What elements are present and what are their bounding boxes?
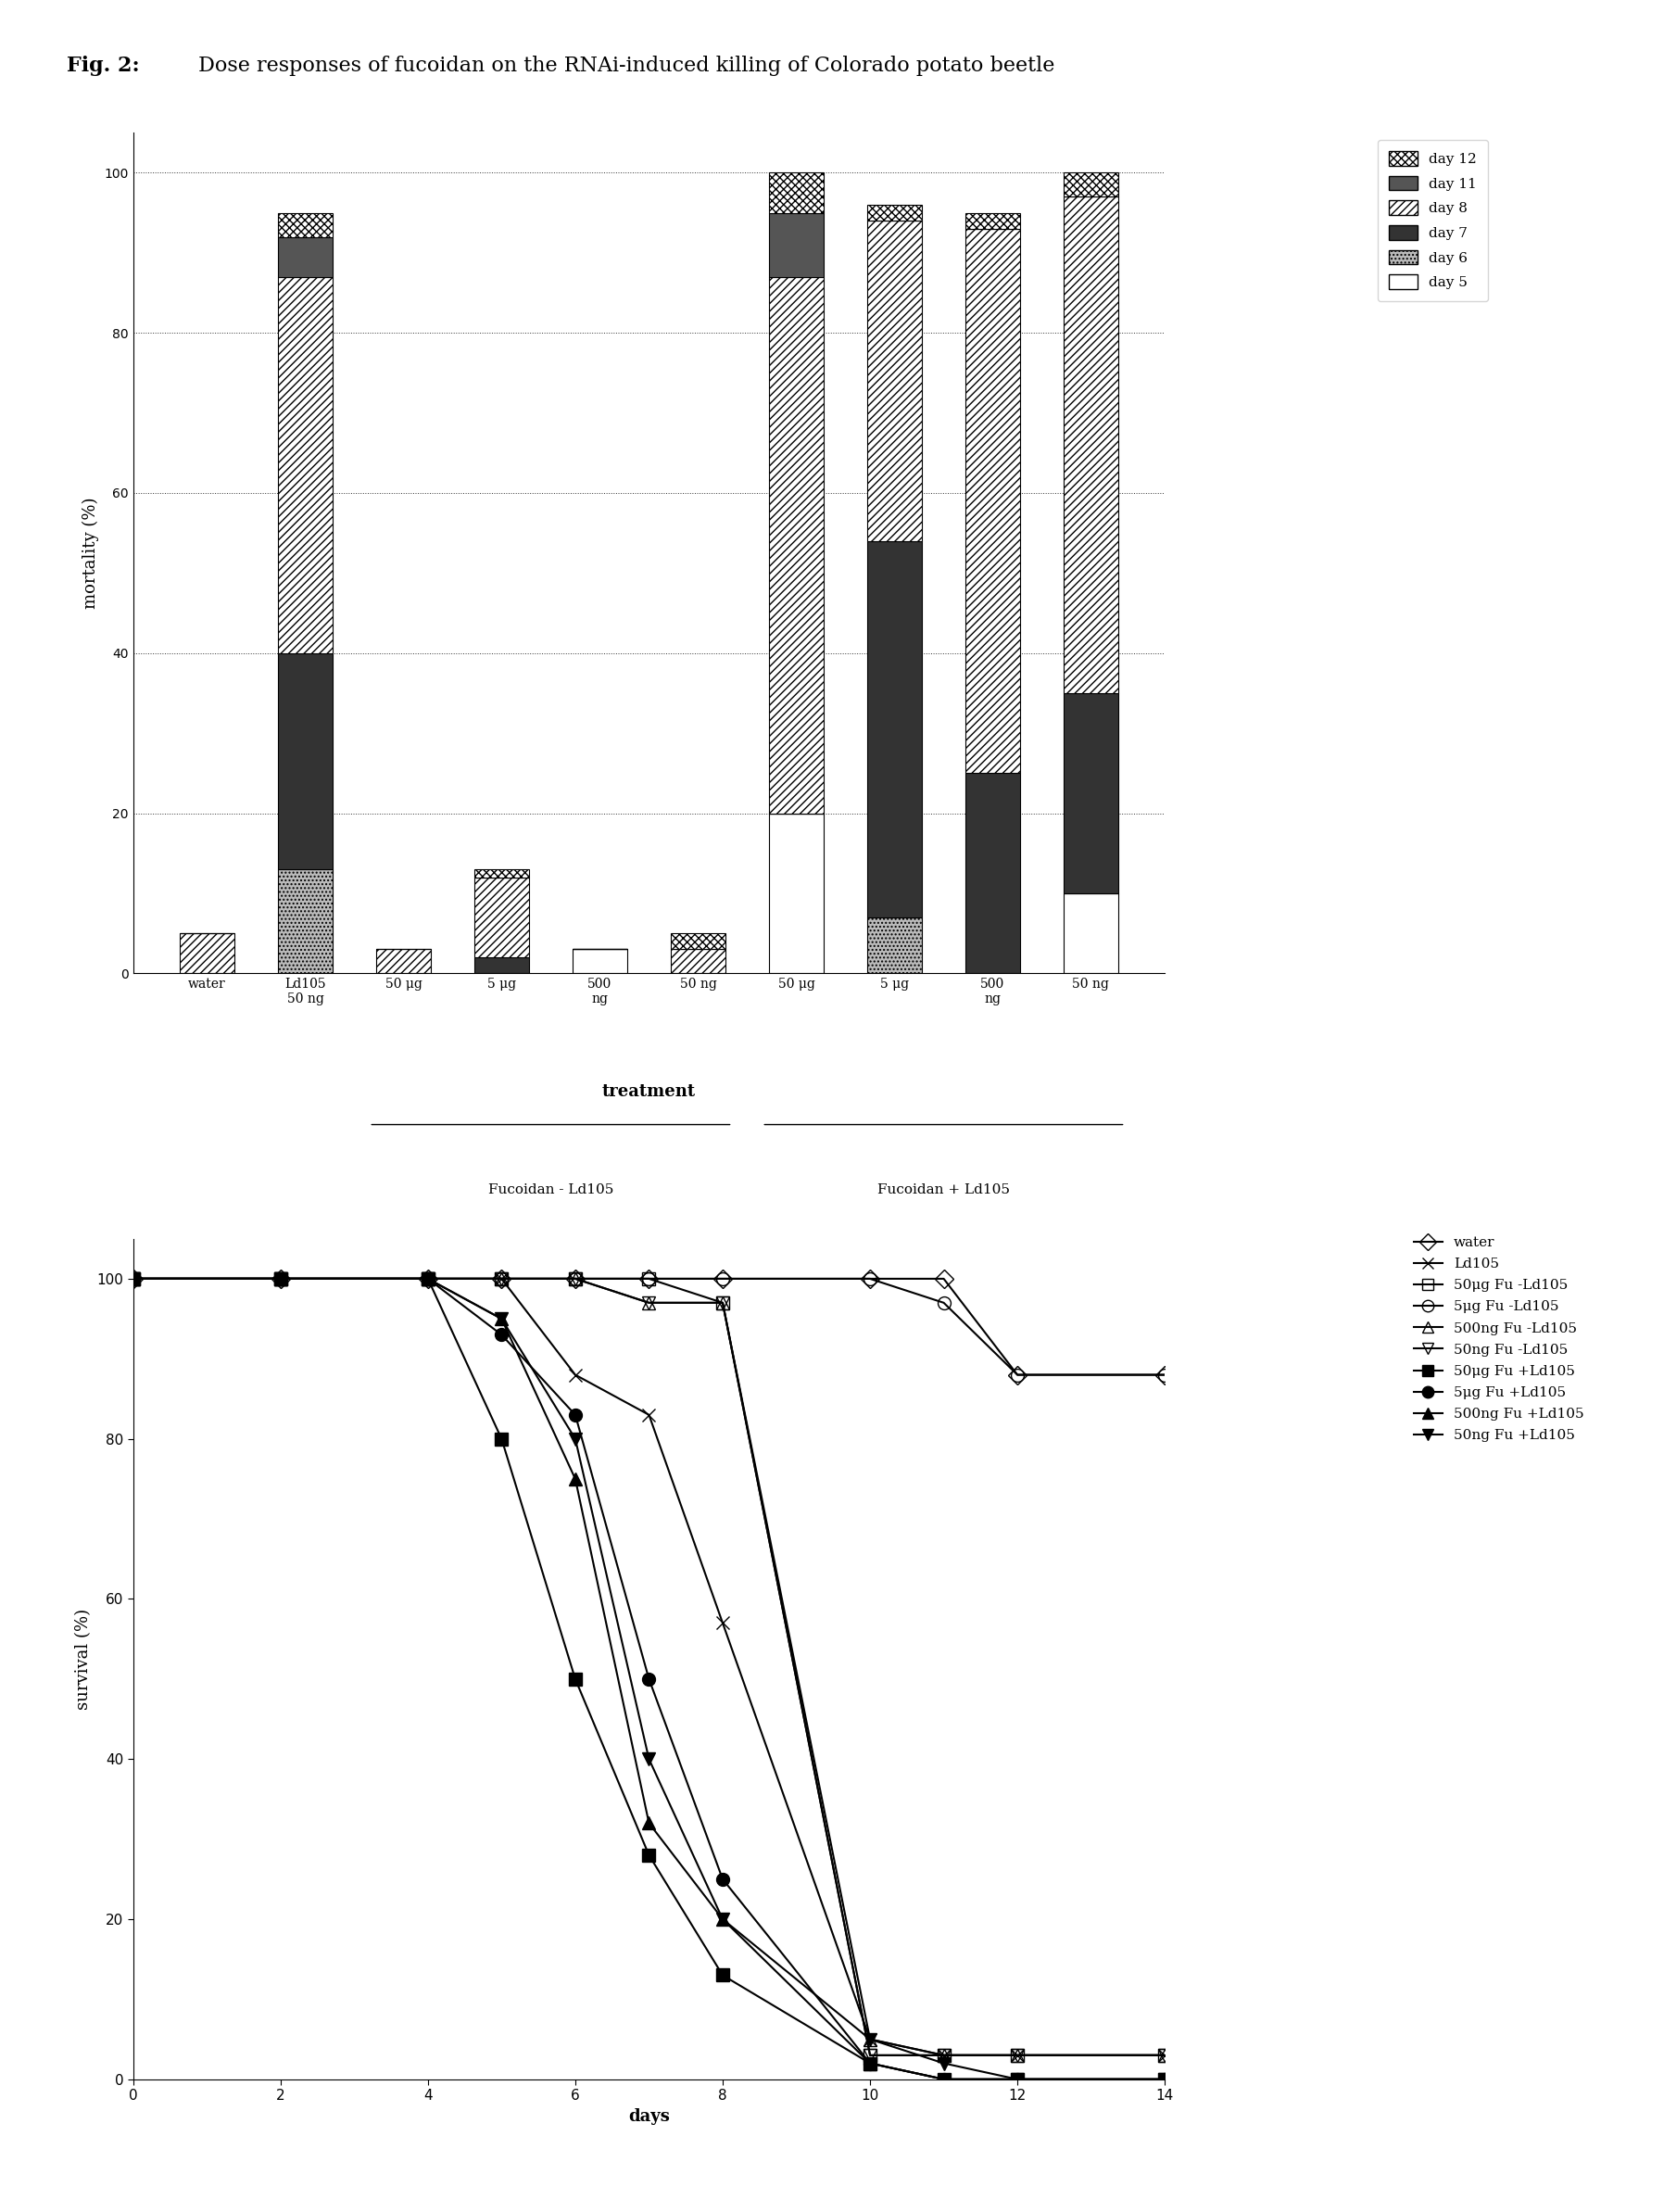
X-axis label: days: days xyxy=(629,2108,669,2126)
Bar xyxy=(769,814,824,973)
Y-axis label: mortality (%): mortality (%) xyxy=(82,498,100,608)
Bar xyxy=(278,653,333,869)
Bar xyxy=(671,949,726,973)
Bar xyxy=(278,276,333,653)
Bar xyxy=(867,206,922,221)
Text: Dose responses of fucoidan on the RNAi-induced killing of Colorado potato beetle: Dose responses of fucoidan on the RNAi-i… xyxy=(191,55,1055,75)
Bar xyxy=(1063,197,1118,692)
Bar xyxy=(965,774,1020,973)
Text: Fucoidan - Ld105: Fucoidan - Ld105 xyxy=(488,1183,614,1197)
Bar xyxy=(1063,894,1118,973)
Bar xyxy=(769,173,824,212)
Bar xyxy=(867,542,922,918)
Bar xyxy=(1063,692,1118,894)
Text: Fucoidan + Ld105: Fucoidan + Ld105 xyxy=(877,1183,1010,1197)
Bar xyxy=(572,949,627,973)
Bar xyxy=(965,228,1020,774)
Bar xyxy=(278,212,333,237)
Bar xyxy=(671,933,726,949)
Bar xyxy=(769,212,824,276)
Bar xyxy=(278,869,333,973)
Bar xyxy=(474,878,529,958)
Bar xyxy=(278,237,333,276)
Bar xyxy=(180,933,235,973)
Bar xyxy=(474,958,529,973)
Legend: water, Ld105, 50μg Fu -Ld105, 5μg Fu -Ld105, 500ng Fu -Ld105, 50ng Fu -Ld105, 50: water, Ld105, 50μg Fu -Ld105, 5μg Fu -Ld… xyxy=(1408,1230,1591,1449)
Bar xyxy=(769,276,824,814)
Bar xyxy=(965,212,1020,228)
Y-axis label: survival (%): survival (%) xyxy=(75,1608,92,1710)
Text: Fig. 2:: Fig. 2: xyxy=(67,55,140,75)
Bar xyxy=(1063,173,1118,197)
Bar xyxy=(376,949,431,973)
Bar xyxy=(867,221,922,542)
Bar xyxy=(474,869,529,878)
Bar xyxy=(867,918,922,973)
X-axis label: treatment: treatment xyxy=(602,1084,696,1099)
Legend: day 12, day 11, day 8, day 7, day 6, day 5: day 12, day 11, day 8, day 7, day 6, day… xyxy=(1378,139,1488,301)
